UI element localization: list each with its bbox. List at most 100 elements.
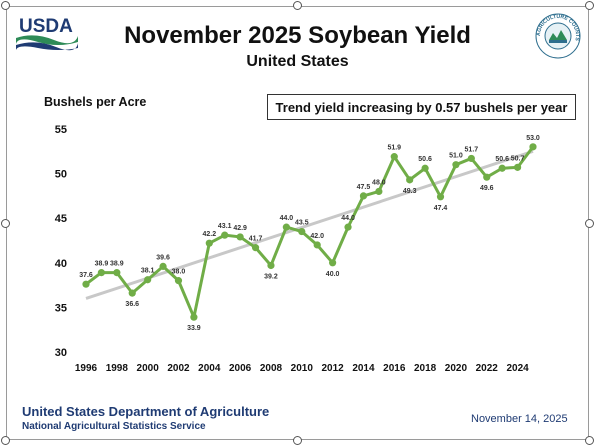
data-point xyxy=(359,192,368,200)
y-tick-label: 45 xyxy=(55,213,67,225)
data-label: 51.9 xyxy=(387,145,401,152)
data-label: 38.0 xyxy=(172,269,186,276)
y-tick-label: 35 xyxy=(55,302,67,314)
data-point xyxy=(97,269,106,277)
resize-handle-bottom-left[interactable] xyxy=(1,436,10,445)
x-tick-label: 2024 xyxy=(506,363,529,374)
trend-note-box: Trend yield increasing by 0.57 bushels p… xyxy=(267,94,576,120)
y-axis-label: Bushels per Acre xyxy=(44,95,147,109)
x-tick-label: 2018 xyxy=(414,363,437,374)
data-label: 43.1 xyxy=(218,223,232,230)
x-tick-label: 2000 xyxy=(137,363,160,374)
data-label: 42.0 xyxy=(310,233,324,240)
data-label: 38.9 xyxy=(95,261,109,268)
data-label: 50.6 xyxy=(495,156,509,163)
data-label: 43.5 xyxy=(295,220,309,227)
data-point xyxy=(483,173,491,181)
x-tick-label: 2008 xyxy=(260,363,283,374)
resize-handle-bottom-center[interactable] xyxy=(293,436,302,445)
data-label: 50.7 xyxy=(511,155,525,162)
data-label: 37.6 xyxy=(79,272,93,279)
data-point xyxy=(82,280,90,288)
data-point xyxy=(467,154,475,163)
data-label: 49.3 xyxy=(403,188,417,195)
data-point xyxy=(498,164,506,172)
x-tick-label: 2012 xyxy=(321,363,344,374)
resize-handle-middle-right[interactable] xyxy=(585,219,594,228)
data-label: 39.6 xyxy=(156,254,170,261)
resize-handle-top-right[interactable] xyxy=(585,1,594,10)
footer-department: United States Department of Agriculture xyxy=(22,404,270,419)
data-label: 49.6 xyxy=(480,185,494,192)
x-tick-labels: 1996 1998 2000 2002 2004 2006 2008 2010 2012 2014… xyxy=(75,363,529,374)
data-point xyxy=(282,223,290,231)
data-label: 42.9 xyxy=(233,225,247,232)
x-tick-label: 2010 xyxy=(291,363,314,374)
usda-logo: USDA xyxy=(14,12,80,52)
resize-handle-top-center[interactable] xyxy=(293,1,302,10)
x-tick-label: 2004 xyxy=(198,363,221,374)
data-point xyxy=(113,269,121,277)
data-label: 44.0 xyxy=(280,215,294,222)
data-point xyxy=(313,241,321,249)
x-tick-label: 2002 xyxy=(167,363,190,374)
data-point xyxy=(174,277,183,285)
data-label: 38.1 xyxy=(141,268,155,275)
x-tick-label: 2022 xyxy=(476,363,499,374)
x-tick-label: 2020 xyxy=(445,363,468,374)
footer-agency: National Agricultural Statistics Service xyxy=(22,421,206,432)
data-label: 33.9 xyxy=(187,325,201,332)
data-point xyxy=(251,244,260,252)
x-tick-label: 2006 xyxy=(229,363,252,374)
data-point xyxy=(421,164,429,172)
data-point xyxy=(406,176,414,184)
resize-handle-top-left[interactable] xyxy=(1,1,10,10)
data-point xyxy=(144,276,152,284)
data-point xyxy=(221,231,229,239)
data-point xyxy=(128,289,136,297)
data-label: 53.0 xyxy=(526,135,540,142)
slide-frame xyxy=(6,6,589,440)
x-tick-label: 2014 xyxy=(352,363,375,374)
chart-subtitle: United States xyxy=(246,53,349,70)
footer-date: November 14, 2025 xyxy=(471,413,568,425)
y-tick-label: 30 xyxy=(55,347,67,359)
data-label: 41.7 xyxy=(249,236,263,243)
trend-note-text: Trend yield increasing by 0.57 bushels p… xyxy=(275,99,568,115)
data-label: 47.4 xyxy=(434,205,448,212)
data-point xyxy=(344,223,352,231)
y-tick-label: 50 xyxy=(55,169,67,181)
data-label: 40.0 xyxy=(326,271,340,278)
data-point xyxy=(436,193,445,201)
data-point xyxy=(329,259,337,267)
x-tick-label: 2016 xyxy=(383,363,406,374)
data-labels: 37.638.9 38.936.638.139.638.033.942.243.1… xyxy=(79,135,540,332)
data-point xyxy=(390,153,398,161)
usda-logo-text: USDA xyxy=(19,16,73,37)
resize-handle-middle-left[interactable] xyxy=(1,219,10,228)
data-point xyxy=(205,239,213,247)
data-label: 39.2 xyxy=(264,273,278,280)
chart-title: November 2025 Soybean Yield xyxy=(124,22,471,49)
data-label: 47.5 xyxy=(357,184,371,191)
nass-logo: AGRICULTURE COUNTS xyxy=(535,13,581,59)
data-point xyxy=(452,161,460,169)
data-label: 48.0 xyxy=(372,179,386,186)
data-label: 42.2 xyxy=(202,231,216,238)
data-point xyxy=(513,163,522,171)
data-point xyxy=(159,262,167,270)
data-label: 38.9 xyxy=(110,261,124,268)
data-label: 36.6 xyxy=(125,301,139,308)
data-label: 51.7 xyxy=(465,146,479,153)
data-label: 51.0 xyxy=(449,153,463,160)
data-point xyxy=(298,227,306,236)
resize-handle-bottom-right[interactable] xyxy=(585,436,594,445)
y-tick-label: 40 xyxy=(55,258,67,270)
data-point xyxy=(529,143,537,151)
data-points xyxy=(82,143,537,321)
x-tick-label: 1998 xyxy=(106,363,129,374)
x-tick-label: 1996 xyxy=(75,363,98,374)
data-point xyxy=(190,313,198,321)
trend-line xyxy=(85,149,534,300)
